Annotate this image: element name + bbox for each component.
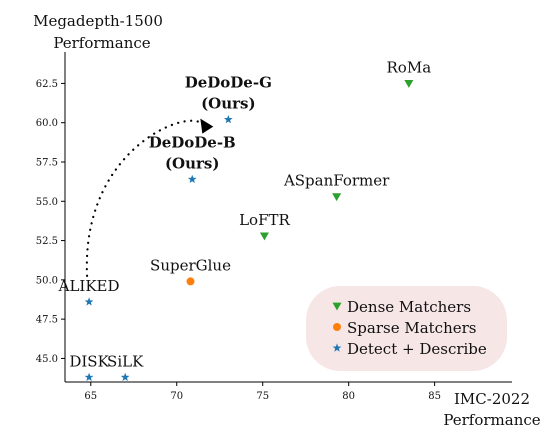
legend-label-detect: Detect + Describe: [347, 340, 487, 358]
legend-box: [306, 286, 507, 371]
y-tick-label: 57.5: [36, 158, 58, 169]
legend-label-dense: Dense Matchers: [347, 298, 471, 316]
y-tick-label: 47.5: [36, 315, 58, 326]
x-tick-label: 70: [170, 391, 183, 402]
annotation-arrow-head: [200, 118, 214, 134]
legend-label-sparse: Sparse Matchers: [347, 319, 476, 337]
y-tick-label: 55.0: [36, 197, 58, 208]
x-axis-label-line2: Performance: [443, 411, 540, 429]
x-axis-label-line1: IMC-2022: [454, 390, 530, 408]
label-dedode-b-ours-0: DeDoDe-B: [149, 133, 236, 151]
point-roma: [404, 80, 414, 88]
y-tick-label: 60.0: [36, 118, 58, 129]
annotation-arrow-layer: [85, 118, 214, 277]
label-dedode-g-ours-1: (Ours): [201, 95, 256, 113]
label-disk-0: DISK: [69, 352, 109, 370]
point-labels: RoMa ASpanFormer LoFTR SuperGlue DeDoDe-G (Ou…: [58, 58, 432, 370]
legend-marker-sparse: [333, 323, 341, 331]
label-silk-0: SiLK: [107, 352, 144, 370]
point-superglue: [186, 277, 195, 286]
legend: Dense Matchers Sparse Matchers Detect + De…: [306, 286, 507, 371]
annotation-arrow-curve: [85, 119, 205, 277]
point-dedode-b-ours: [187, 174, 197, 184]
x-tick-label: 85: [428, 391, 441, 402]
point-dedode-g-ours: [223, 114, 233, 124]
label-dedode-b-ours-1: (Ours): [165, 154, 220, 172]
data-points: [84, 80, 414, 382]
y-tick-label: 52.5: [36, 236, 58, 247]
y-tick-label: 50.0: [36, 275, 58, 286]
y-axis-label-line2: Performance: [53, 34, 150, 52]
y-tick-label: 45.0: [36, 354, 58, 365]
point-loftr: [259, 232, 269, 241]
legend-marker-detect: [332, 343, 342, 352]
label-superglue-0: SuperGlue: [150, 256, 231, 274]
point-silk: [120, 372, 130, 382]
label-roma-0: RoMa: [387, 58, 432, 76]
axes: 65 70 75 80 85 45.0 47.5 50.0 52.5 55.0 57.5 60.0 62…: [36, 52, 512, 402]
label-aliked-0: ALIKED: [58, 277, 120, 295]
x-tick-label: 65: [84, 391, 97, 402]
y-tick-label: 62.5: [36, 79, 58, 90]
point-aspanformer: [332, 193, 342, 202]
x-tick-label: 80: [342, 391, 355, 402]
point-disk: [84, 372, 94, 382]
x-tick-label: 75: [256, 391, 269, 402]
legend-marker-dense: [332, 302, 342, 311]
label-loftr-0: LoFTR: [239, 211, 290, 229]
label-aspanformer-0: ASpanFormer: [283, 172, 390, 190]
label-dedode-g-ours-0: DeDoDe-G: [185, 74, 272, 92]
y-axis-label-line1: Megadepth-1500: [33, 12, 163, 30]
point-aliked: [84, 297, 94, 306]
